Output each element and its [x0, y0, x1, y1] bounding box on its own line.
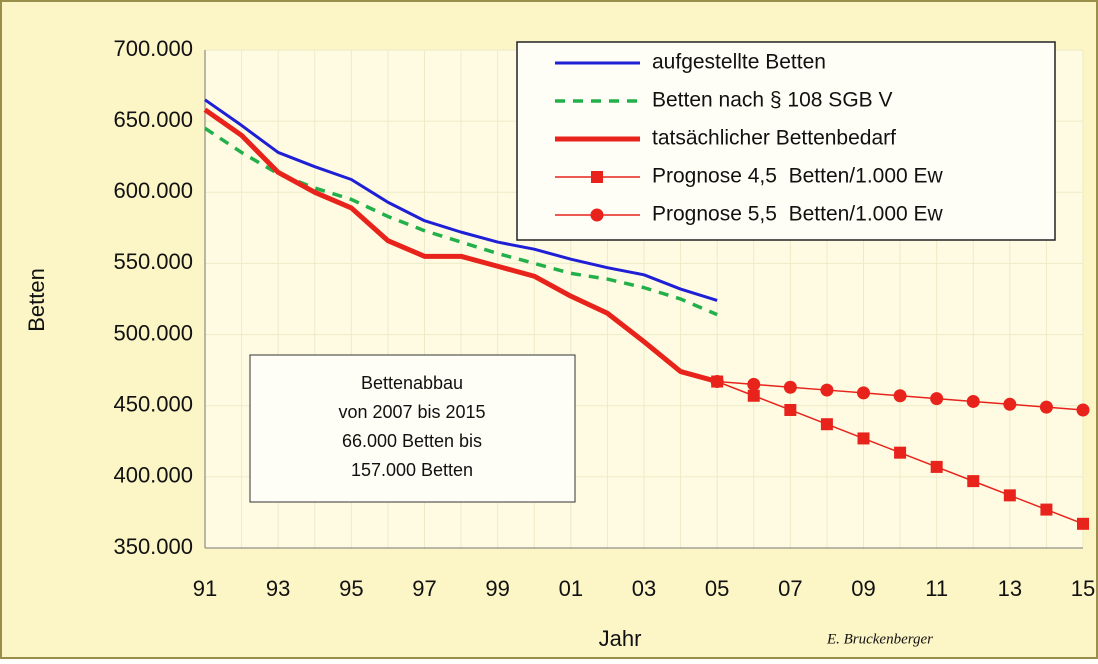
- x-tick-label: 07: [778, 576, 802, 601]
- marker: [710, 375, 724, 389]
- y-tick-label: 450.000: [113, 392, 193, 417]
- marker: [784, 403, 797, 416]
- y-tick-label: 600.000: [113, 178, 193, 203]
- marker: [1040, 503, 1053, 516]
- x-tick-label: 97: [412, 576, 436, 601]
- marker: [1003, 397, 1017, 411]
- marker: [967, 475, 980, 488]
- marker: [1077, 517, 1089, 530]
- marker: [1003, 489, 1016, 502]
- annotation-text: von 2007 bis 2015: [338, 402, 485, 422]
- legend-label: Prognose 5,5 Betten/1.000 Ew: [652, 203, 944, 226]
- y-tick-label: 500.000: [113, 320, 193, 345]
- legend-label: tatsächlicher Bettenbedarf: [652, 127, 896, 150]
- marker: [590, 208, 604, 222]
- x-tick-label: 95: [339, 576, 363, 601]
- annotation-text: 66.000 Betten bis: [342, 431, 482, 451]
- legend-label: Prognose 4,5 Betten/1.000 Ew: [652, 165, 944, 188]
- marker: [930, 392, 944, 406]
- y-axis-label: Betten: [24, 268, 49, 332]
- marker: [820, 383, 834, 397]
- marker: [747, 377, 761, 391]
- marker: [966, 394, 980, 408]
- x-tick-label: 91: [193, 576, 217, 601]
- x-tick-label: 09: [851, 576, 875, 601]
- y-tick-label: 350.000: [113, 534, 193, 559]
- y-tick-label: 700.000: [113, 36, 193, 61]
- y-tick-label: 650.000: [113, 107, 193, 132]
- legend: aufgestellte Betten Betten nach § 108 SGB…: [516, 41, 1056, 241]
- marker: [1039, 400, 1053, 414]
- y-tick-label: 550.000: [113, 249, 193, 274]
- x-axis-label: Jahr: [599, 626, 642, 651]
- y-tick-label: 400.000: [113, 463, 193, 488]
- marker: [857, 386, 870, 400]
- annotation-box: [249, 354, 576, 503]
- annotation: Bettenabbau von 2007 bis 2015 66.000 Bette…: [249, 354, 576, 503]
- marker: [894, 446, 907, 459]
- legend-label: aufgestellte Betten: [652, 51, 826, 74]
- credit: E. Bruckenberger: [826, 631, 933, 647]
- x-tick-label: 01: [559, 576, 583, 601]
- marker: [930, 460, 943, 473]
- x-tick-label: 05: [705, 576, 729, 601]
- marker: [820, 418, 833, 431]
- marker: [893, 389, 907, 403]
- marker: [783, 380, 797, 394]
- x-tick-label: 93: [266, 576, 290, 601]
- x-tick-label: 11: [925, 576, 948, 601]
- series-line: [204, 98, 718, 302]
- series-line: [203, 107, 718, 384]
- annotation-text: Bettenabbau: [361, 373, 463, 393]
- legend-label: Betten nach § 108 SGB V: [652, 89, 893, 112]
- annotation-text: 157.000 Betten: [351, 460, 473, 480]
- marker: [1076, 403, 1090, 417]
- marker: [591, 171, 603, 183]
- x-tick-label: 13: [998, 576, 1022, 601]
- x-tick-label: 99: [485, 576, 509, 601]
- marker: [857, 432, 870, 445]
- marker: [747, 389, 760, 402]
- x-tick-label: 15: [1071, 576, 1095, 601]
- x-tick-label: 03: [632, 576, 656, 601]
